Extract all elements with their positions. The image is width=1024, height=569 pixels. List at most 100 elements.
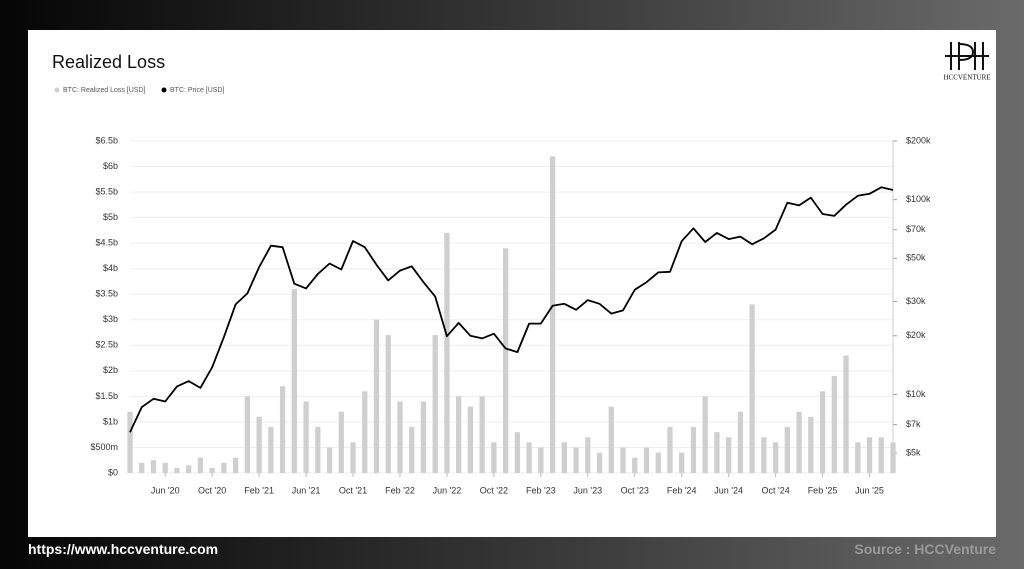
loss-bar	[772, 442, 779, 473]
loss-bar	[608, 406, 614, 473]
x-tick-label: Feb '23	[526, 485, 556, 495]
loss-bar	[350, 442, 356, 473]
loss-bar	[432, 335, 438, 473]
loss-bar	[796, 411, 802, 473]
loss-bar	[420, 401, 427, 473]
loss-bar	[362, 391, 368, 473]
y-tick-label: $4.5b	[95, 238, 118, 248]
loss-bar	[479, 396, 485, 473]
x-tick-label: Feb '25	[808, 485, 838, 495]
y2-tick-label: $50k	[906, 253, 926, 263]
legend-swatch	[54, 87, 60, 93]
loss-bar	[878, 437, 884, 473]
loss-bar	[409, 427, 415, 473]
y2-tick-label: $5k	[906, 447, 921, 457]
y2-tick-label: $200k	[906, 135, 931, 145]
y-tick-label: $2.5b	[95, 340, 118, 350]
loss-bar	[456, 396, 462, 473]
loss-bar	[467, 406, 474, 473]
loss-bar	[620, 447, 626, 473]
loss-bar	[221, 462, 227, 473]
loss-bar	[690, 427, 697, 473]
x-tick-label: Feb '24	[667, 485, 697, 495]
legend-label: BTC: Realized Loss [USD]	[63, 87, 146, 94]
loss-bar	[843, 355, 849, 473]
loss-bar	[397, 401, 403, 473]
legend-label: BTC: Price [USD]	[170, 87, 225, 94]
x-tick-label: Jun '21	[292, 485, 321, 495]
loss-bar	[855, 442, 861, 473]
loss-bar	[279, 386, 286, 473]
loss-bar	[209, 467, 215, 473]
x-tick-label: Jun '23	[573, 485, 602, 495]
loss-bar	[233, 457, 239, 473]
x-tick-label: Oct '22	[480, 485, 508, 495]
y-tick-label: $5b	[103, 212, 118, 222]
loss-bar	[186, 465, 192, 473]
loss-bar	[573, 447, 579, 473]
loss-bar	[502, 248, 509, 473]
footer-source: Source : HCCVenture	[854, 541, 996, 557]
loss-bar	[726, 437, 732, 473]
loss-bar	[561, 442, 567, 473]
x-tick-label: Feb '21	[244, 485, 274, 495]
legend-swatch	[161, 87, 167, 93]
y-tick-label: $1.5b	[95, 391, 118, 401]
chart-title: Realized Loss	[52, 52, 165, 72]
loss-bar	[526, 442, 532, 473]
y-tick-label: $6.5b	[95, 135, 118, 145]
loss-bar	[737, 411, 744, 473]
y-tick-label: $500m	[90, 442, 118, 452]
loss-bar	[303, 401, 309, 473]
x-tick-label: Oct '24	[761, 485, 789, 495]
loss-bar	[338, 411, 344, 473]
loss-bar	[761, 437, 767, 473]
loss-bar	[291, 289, 297, 473]
y-tick-label: $4b	[103, 263, 118, 273]
loss-bar	[139, 462, 145, 473]
loss-bar	[373, 319, 380, 473]
loss-bar	[268, 427, 274, 473]
loss-bar	[538, 447, 544, 473]
x-tick-label: Jun '24	[714, 485, 743, 495]
x-tick-label: Jun '20	[151, 485, 180, 495]
loss-bar	[831, 375, 837, 473]
y2-tick-label: $70k	[906, 224, 926, 234]
x-tick-label: Oct '20	[198, 485, 226, 495]
y2-tick-label: $7k	[906, 419, 921, 429]
footer-url: https://www.hccventure.com	[28, 541, 219, 557]
y-tick-label: $2b	[103, 365, 118, 375]
loss-bar	[819, 391, 826, 473]
loss-bar	[749, 304, 755, 473]
loss-bar	[244, 396, 251, 473]
x-tick-label: Jun '25	[855, 485, 884, 495]
y2-tick-label: $30k	[906, 296, 926, 306]
y-tick-label: $6b	[103, 161, 118, 171]
loss-bar	[679, 452, 685, 473]
loss-bar	[866, 437, 873, 473]
price-line	[129, 186, 894, 433]
loss-bar	[667, 427, 673, 473]
y-tick-label: $5.5b	[95, 186, 118, 196]
loss-bar	[315, 427, 321, 473]
loss-bar	[702, 396, 708, 473]
loss-bar	[444, 232, 450, 473]
loss-bar	[174, 467, 180, 473]
y-tick-label: $3.5b	[95, 289, 118, 299]
y-tick-label: $3b	[103, 314, 118, 324]
y2-tick-label: $10k	[906, 389, 926, 399]
y-tick-label: $0	[108, 467, 118, 477]
loss-bar	[514, 432, 521, 473]
x-tick-label: Jun '22	[433, 485, 462, 495]
loss-bar	[127, 411, 133, 473]
x-tick-label: Oct '21	[339, 485, 367, 495]
loss-bar	[326, 447, 333, 473]
loss-bar	[197, 457, 204, 473]
loss-bar	[162, 462, 168, 473]
loss-bar	[714, 432, 720, 473]
loss-bar	[491, 442, 497, 473]
y2-tick-label: $100k	[906, 194, 931, 204]
loss-bar	[549, 156, 556, 474]
